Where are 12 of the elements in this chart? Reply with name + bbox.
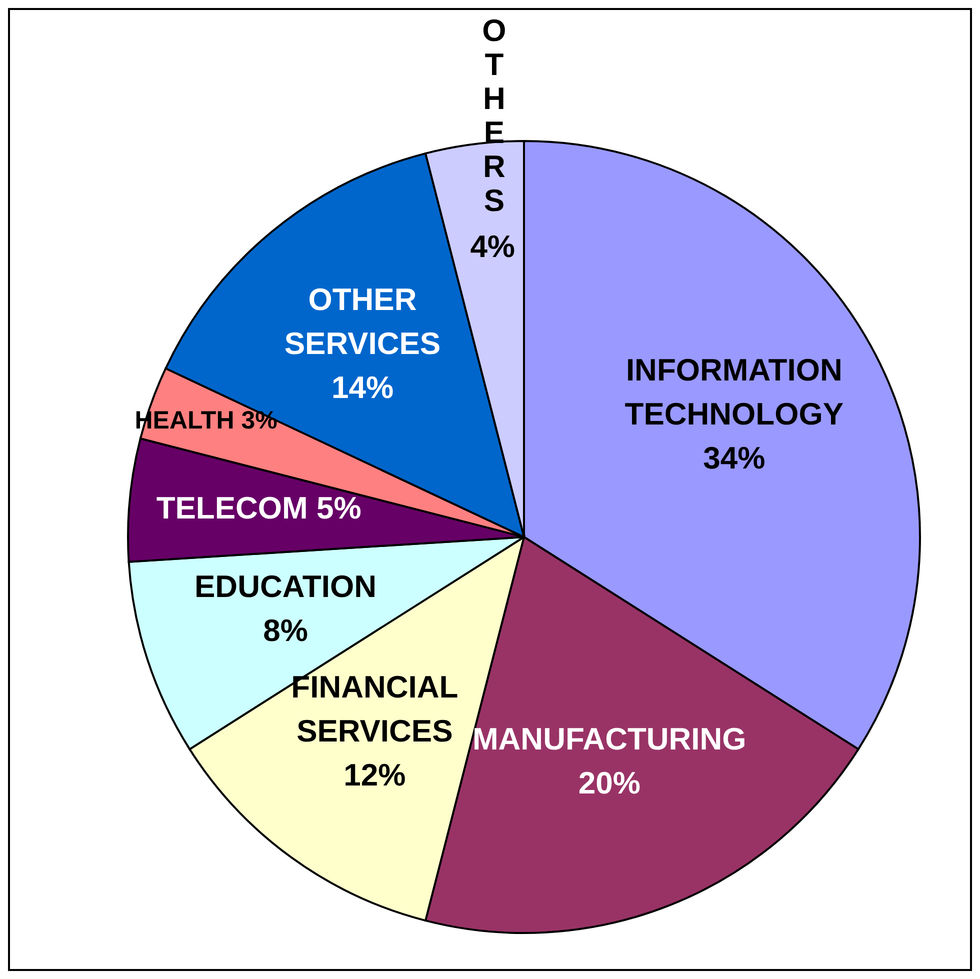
slice-label: EDUCATION <box>194 568 376 604</box>
slice-label: MANUFACTURING <box>472 721 746 756</box>
slice-label: FINANCIAL SERVICES <box>291 670 458 749</box>
data-label: 20% <box>578 765 640 800</box>
data-label: 34% <box>703 440 766 476</box>
data-label: 12% <box>344 758 406 793</box>
data-label: 14% <box>331 370 394 405</box>
slice-label: TELECOM 5% <box>156 490 362 526</box>
data-label: 4% <box>470 228 515 264</box>
slice-label: OTHER SERVICES <box>284 282 441 361</box>
data-label: 8% <box>263 612 308 648</box>
slice-label: INFORMATION TECHNOLOGY <box>624 352 844 432</box>
